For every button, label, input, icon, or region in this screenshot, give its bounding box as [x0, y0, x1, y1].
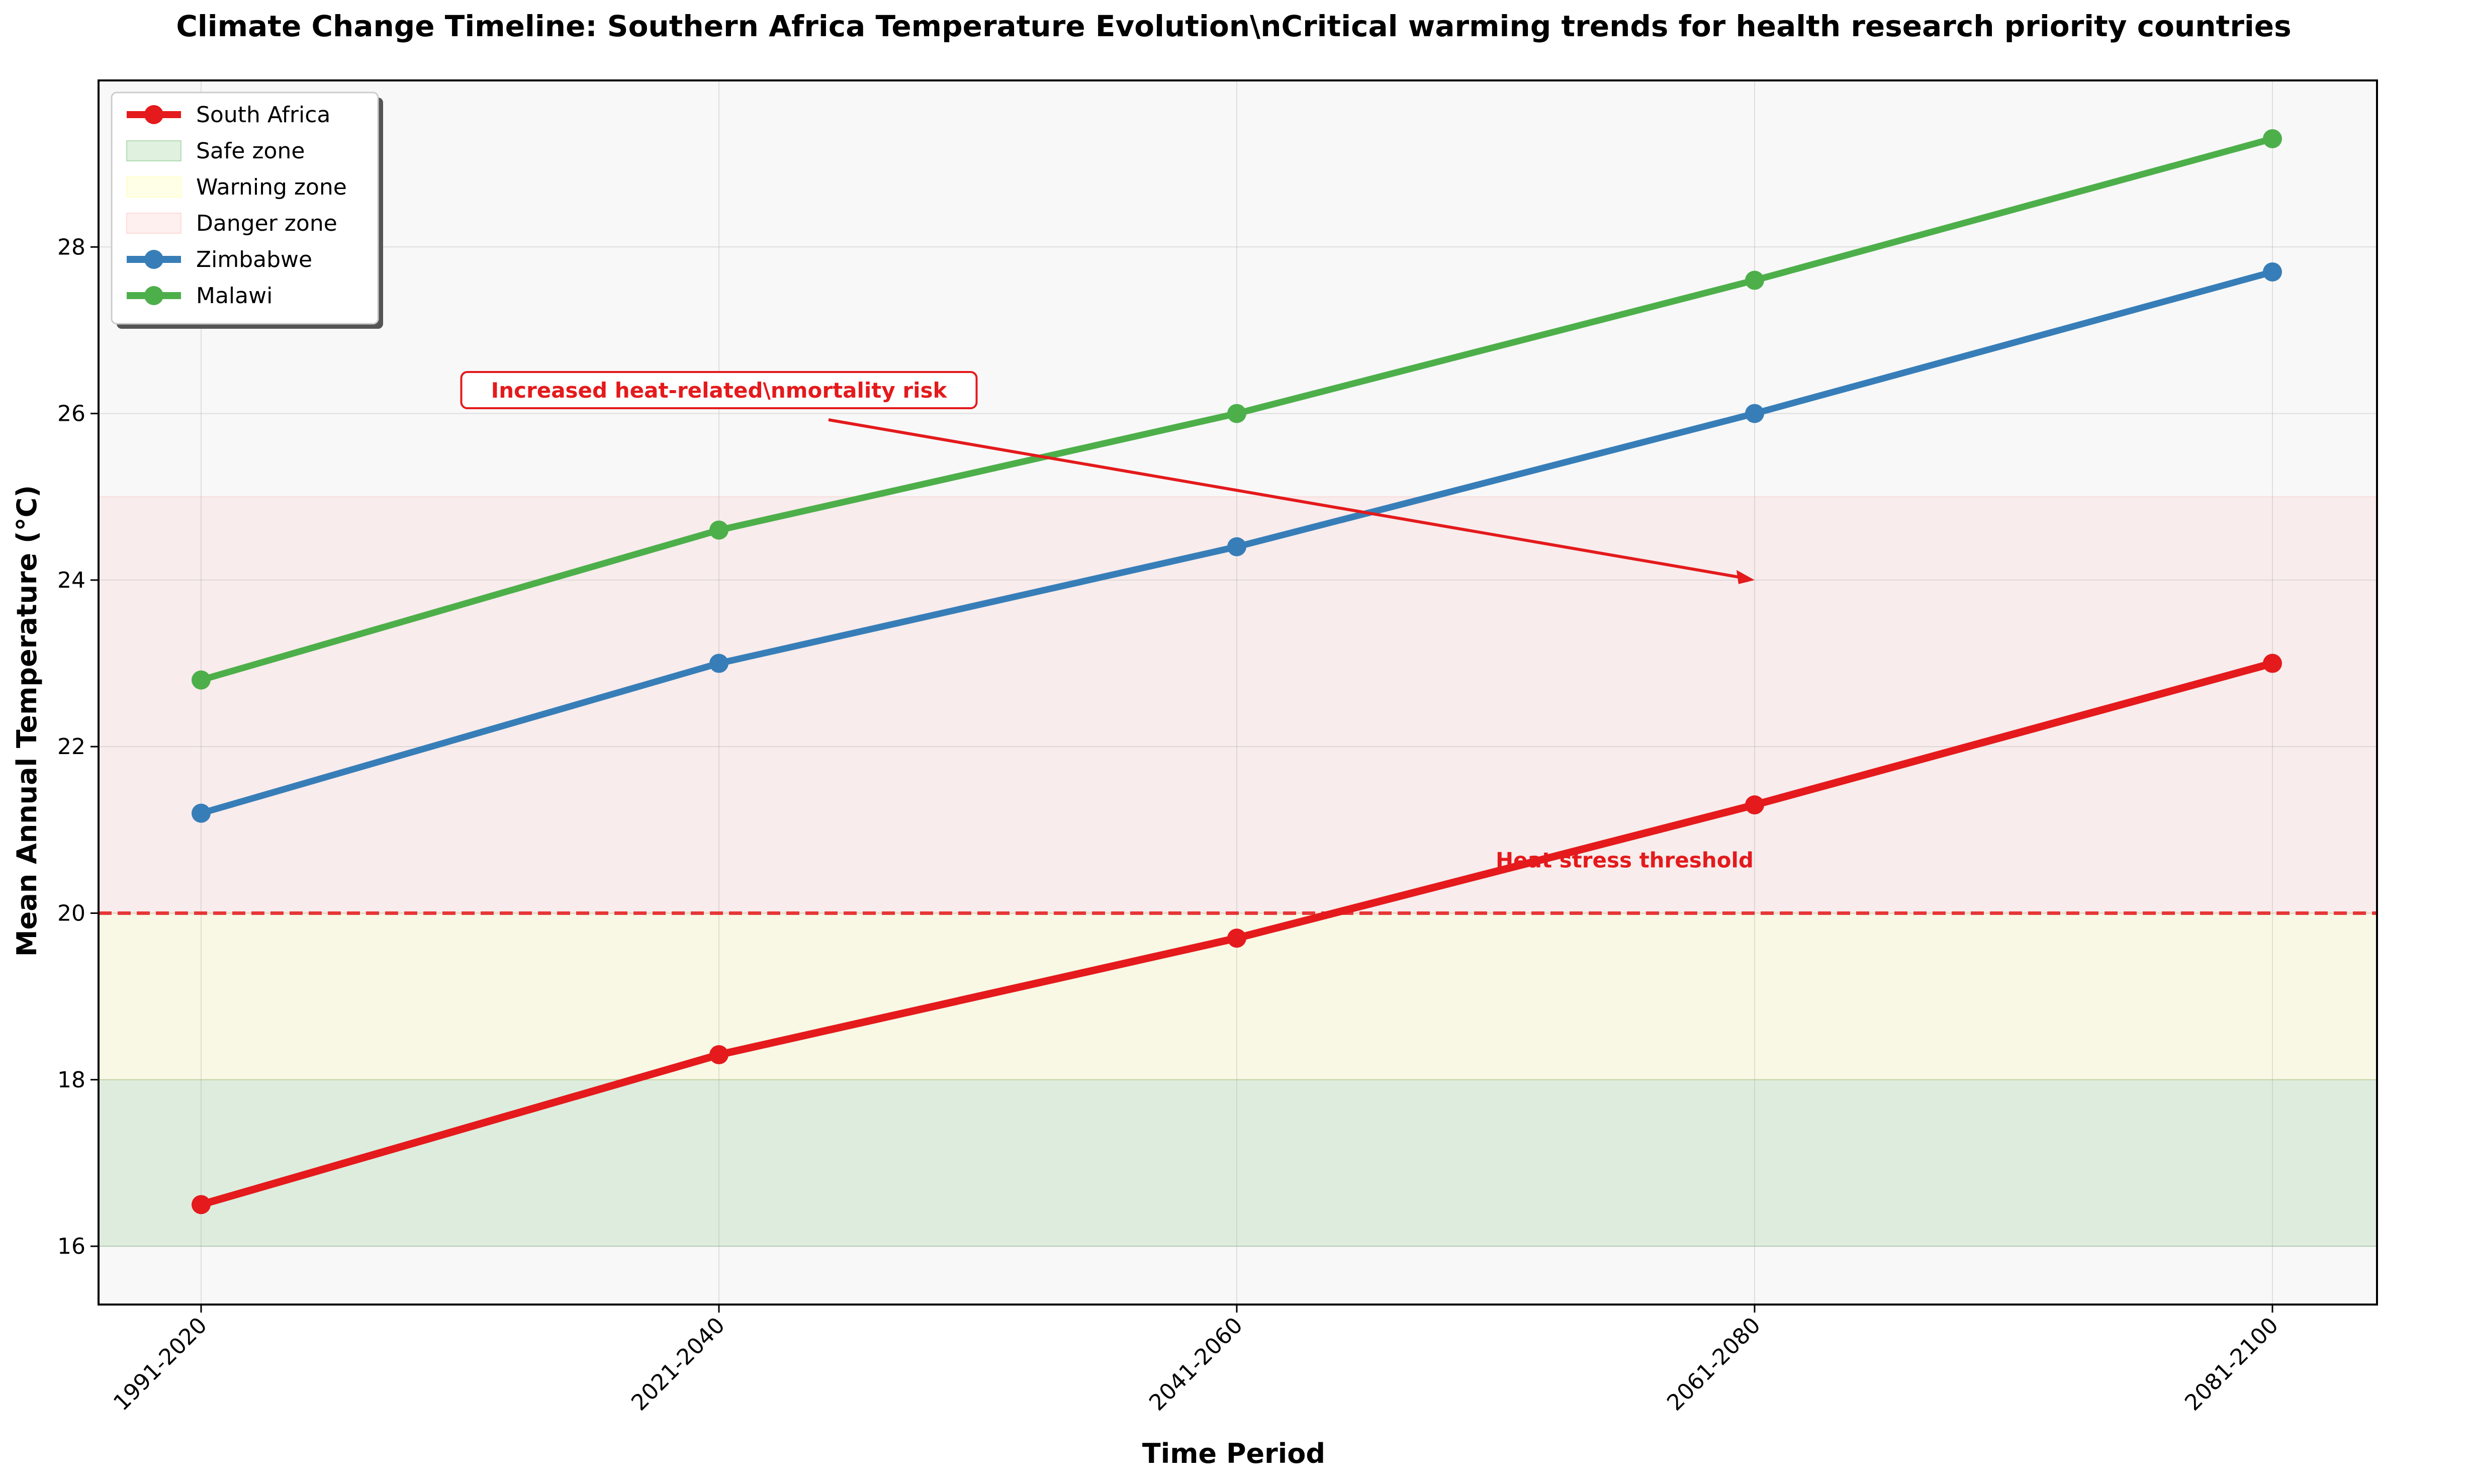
x-axis-label: Time Period	[1142, 1438, 1325, 1469]
y-tick-label-2: 20	[57, 900, 85, 926]
zone-band-0	[98, 1079, 2378, 1247]
data-point-malawi-4	[2263, 129, 2282, 148]
zone-band-2	[98, 496, 2378, 914]
annotation-text: Increased heat-related\nmortality risk	[491, 378, 948, 403]
data-point-south-africa-4	[2263, 654, 2282, 673]
legend-swatch-safe-zone	[126, 140, 181, 161]
annotation-box	[460, 371, 978, 410]
y-tick-label-0: 16	[57, 1234, 85, 1259]
data-point-zimbabwe-4	[2263, 262, 2282, 282]
legend-label-safe-zone: Safe zone	[196, 138, 305, 164]
legend-box	[111, 91, 379, 325]
legend-label-warning-zone: Warning zone	[196, 174, 347, 200]
legend-swatch-danger-zone	[126, 213, 181, 234]
data-point-zimbabwe-2	[1227, 537, 1246, 556]
x-tick-label-4: 2081-2100	[2180, 1313, 2283, 1416]
data-point-malawi-2	[1227, 404, 1246, 423]
data-point-south-africa-1	[709, 1045, 728, 1065]
x-tick-label-2: 2041-2060	[1144, 1313, 1248, 1416]
legend-marker-south-africa	[144, 105, 163, 124]
legend-label-malawi: Malawi	[196, 283, 272, 309]
legend-label-zimbabwe: Zimbabwe	[196, 247, 312, 272]
legend-swatch-warning-zone	[126, 176, 181, 198]
annotation-arrowhead	[1736, 570, 1755, 584]
data-point-south-africa-0	[192, 1195, 211, 1215]
data-point-zimbabwe-0	[192, 803, 211, 823]
y-tick-label-4: 24	[57, 568, 85, 593]
annotation-arrow	[828, 418, 1745, 580]
y-tick-label-5: 26	[57, 401, 85, 427]
legend-marker-zimbabwe	[144, 250, 163, 269]
legend-label-south-africa: South Africa	[196, 102, 330, 128]
legend: South Africa Safe zone Warning zone Danger …	[111, 91, 383, 329]
data-point-malawi-1	[709, 520, 728, 540]
y-tick-label-3: 22	[57, 734, 85, 760]
data-point-malawi-0	[192, 670, 211, 690]
chart-title: Climate Change Timeline: Southern Africa…	[176, 9, 2291, 43]
legend-label-danger-zone: Danger zone	[196, 211, 337, 236]
plot-frame	[98, 79, 2378, 1306]
y-tick-label-1: 18	[57, 1067, 85, 1093]
data-point-malawi-3	[1745, 270, 1764, 290]
data-point-zimbabwe-1	[709, 654, 728, 673]
x-tick-label-0: 1991-2020	[109, 1313, 212, 1416]
y-axis-label: Mean Annual Temperature (°C)	[11, 485, 43, 957]
x-tick-label-3: 2061-2080	[1662, 1313, 1766, 1416]
y-tick-label-6: 28	[57, 234, 85, 260]
x-tick-label-1: 2021-2040	[626, 1313, 730, 1416]
plot-background	[99, 80, 2377, 1305]
legend-marker-malawi	[144, 286, 163, 305]
data-point-south-africa-2	[1227, 929, 1246, 948]
data-point-zimbabwe-3	[1745, 404, 1764, 423]
data-point-south-africa-3	[1745, 795, 1764, 815]
